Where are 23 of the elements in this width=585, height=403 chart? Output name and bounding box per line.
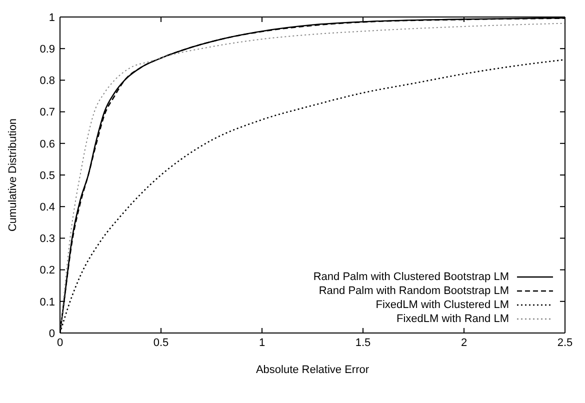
x-tick-label: 2.5 (557, 336, 573, 349)
legend-label: Rand Palm with Clustered Bootstrap LM (313, 271, 509, 283)
y-tick-label: 0.3 (40, 233, 55, 246)
x-tick-label: 1 (258, 336, 266, 349)
y-tick-label: 0.1 (40, 296, 55, 308)
x-tick-label: 1.5 (355, 336, 371, 349)
y-tick-label: 0 (48, 328, 55, 340)
x-tick-label: 2 (460, 336, 468, 349)
x-axis-title: Absolute Relative Error (256, 364, 370, 376)
legend-label: FixedLM with Clustered LM (376, 299, 509, 311)
y-tick-label: 0.4 (40, 202, 55, 214)
y-axis-title: Cumulative Distribution (6, 118, 19, 232)
y-tick-label: 0.6 (40, 138, 55, 150)
y-tick-label: 0.2 (40, 264, 55, 277)
y-tick-label: 0.8 (40, 75, 55, 88)
y-tick-label: 0.5 (40, 170, 55, 182)
x-tick-label: 0.5 (153, 336, 169, 349)
legend-label: FixedLM with Rand LM (396, 313, 509, 325)
y-tick-label: 1 (48, 12, 55, 24)
x-tick-label: 0 (56, 336, 64, 349)
legend-label: Rand Palm with Random Bootstrap LM (318, 285, 509, 297)
y-tick-label: 0.7 (40, 106, 55, 119)
y-tick-label: 0.9 (40, 44, 55, 56)
